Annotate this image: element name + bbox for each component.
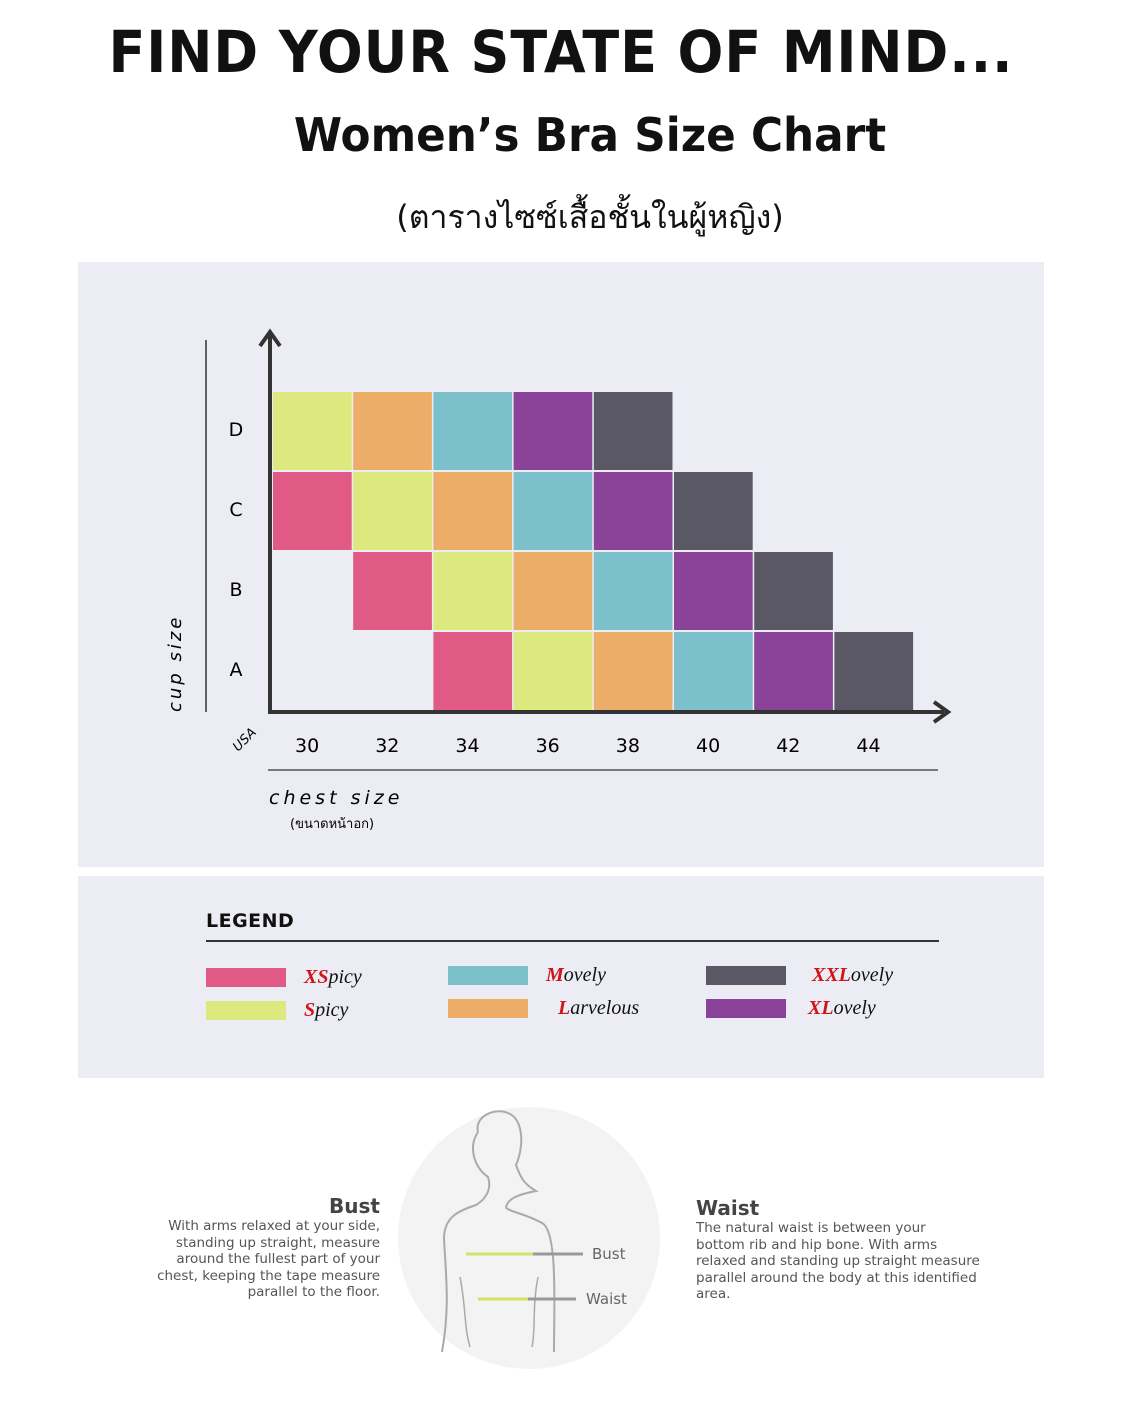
bust-text-line: standing up straight, measure	[175, 1234, 380, 1251]
legend-panel: LEGEND XSpicy Spicy Movely Larvelous XXLovel…	[78, 876, 1044, 1078]
cell-D-36	[513, 392, 593, 470]
bust-heading: Bust	[329, 1194, 380, 1218]
cell-B-42	[754, 552, 833, 630]
legend-divider	[206, 940, 939, 942]
figure-circle	[398, 1107, 660, 1369]
x-tick-label: 32	[375, 735, 399, 757]
legend-item-l: Larvelous	[448, 997, 639, 1020]
waist-instructions: Waist The natural waist is between your b…	[696, 1196, 996, 1303]
x-tick-label: 38	[616, 735, 640, 757]
chart-title: Women’s Bra Size Chart	[293, 108, 887, 162]
waist-text-line: parallel around the body at this identif…	[696, 1269, 977, 1286]
waist-line-label: Waist	[586, 1290, 627, 1308]
cell-A-40	[674, 632, 753, 710]
waist-text-line: relaxed and standing up straight measure	[696, 1253, 980, 1269]
x-tick-label: 36	[536, 735, 560, 757]
cell-B-34	[433, 552, 513, 630]
x-tick-label: 30	[295, 735, 319, 757]
cell-A-38	[593, 632, 673, 710]
cell-D-34	[433, 392, 513, 470]
cell-C-40	[674, 472, 753, 550]
y-tick-label: D	[229, 419, 244, 441]
cells	[273, 392, 914, 710]
y-tick-label: C	[229, 499, 242, 521]
chart-panel: A B C D 30 32 34 36 38 40 42 44 USA cup size chest…	[78, 262, 1044, 867]
legend-swatch	[448, 966, 528, 985]
main-title: FIND YOUR STATE OF MIND...	[108, 18, 1014, 86]
cell-C-30	[273, 472, 352, 550]
x-axis-arrow	[932, 700, 952, 724]
legend-swatch	[206, 968, 286, 987]
legend-swatch	[706, 966, 786, 985]
cell-A-42	[754, 632, 833, 710]
legend-title: LEGEND	[206, 910, 295, 932]
cell-B-38	[593, 552, 673, 630]
waist-heading: Waist	[696, 1196, 760, 1220]
bust-instructions: Bust With arms relaxed at your side, stan…	[120, 1194, 380, 1301]
cell-A-36	[513, 632, 593, 710]
cell-A-34	[433, 632, 513, 710]
legend-swatch	[448, 999, 528, 1018]
legend-item-m: Movely	[448, 964, 606, 987]
waist-text-line: The natural waist is between your	[696, 1220, 926, 1236]
waist-text-line: area.	[696, 1286, 731, 1302]
legend-label: Larvelous	[558, 997, 640, 1019]
legend-item-xs: XSpicy	[206, 966, 362, 989]
bust-line-label: Bust	[592, 1245, 626, 1263]
body-silhouette-icon: Bust Waist	[441, 1110, 627, 1353]
legend-label: Spicy	[304, 999, 349, 1021]
legend-swatch	[206, 1001, 286, 1020]
bust-text-line: With arms relaxed at your side,	[168, 1218, 380, 1234]
waist-text-line: bottom rib and hip bone. With arms	[696, 1236, 938, 1253]
y-axis-arrow	[258, 328, 282, 348]
usa-label: USA	[230, 725, 259, 754]
cell-D-38	[593, 392, 673, 470]
cell-C-38	[593, 472, 673, 550]
cell-A-44	[834, 632, 914, 710]
y-tick-label: B	[229, 579, 242, 601]
thai-subtitle: (ตารางไซซ์เสื้อชั้นในผู้หญิง)	[396, 198, 784, 236]
legend-label: XSpicy	[304, 966, 362, 988]
bust-text-line: parallel to the floor.	[247, 1284, 380, 1300]
x-axis-title: chest size	[269, 787, 403, 809]
size-chart: A B C D 30 32 34 36 38 40 42 44 USA cup size chest…	[165, 328, 952, 832]
legend-label: Movely	[546, 964, 606, 986]
cell-C-32	[353, 472, 432, 550]
x-tick-label: 40	[696, 735, 720, 757]
x-axis-thai-title: (ขนาดหน้าอก)	[290, 817, 374, 832]
cell-B-32	[353, 552, 432, 630]
legend-item-xxl: XXLovely	[706, 964, 893, 987]
x-tick-label: 34	[455, 735, 479, 757]
legend-item-xl: XLovely	[706, 997, 876, 1020]
bust-text-line: around the fullest part of your	[176, 1251, 380, 1267]
legend-label: XLovely	[808, 997, 876, 1019]
legend-item-s: Spicy	[206, 999, 348, 1022]
y-tick-label: A	[230, 659, 243, 681]
cell-B-40	[674, 552, 753, 630]
cell-C-36	[513, 472, 593, 550]
legend-label: XXLovely	[812, 964, 894, 986]
cell-D-30	[273, 392, 352, 470]
y-axis-title: cup size	[165, 615, 186, 712]
cell-D-32	[353, 392, 432, 470]
x-tick-label: 44	[856, 735, 880, 757]
cell-C-34	[433, 472, 513, 550]
legend-swatch	[706, 999, 786, 1018]
bust-text-line: chest, keeping the tape measure	[157, 1267, 380, 1284]
cell-B-36	[513, 552, 593, 630]
x-tick-label: 42	[776, 735, 800, 757]
